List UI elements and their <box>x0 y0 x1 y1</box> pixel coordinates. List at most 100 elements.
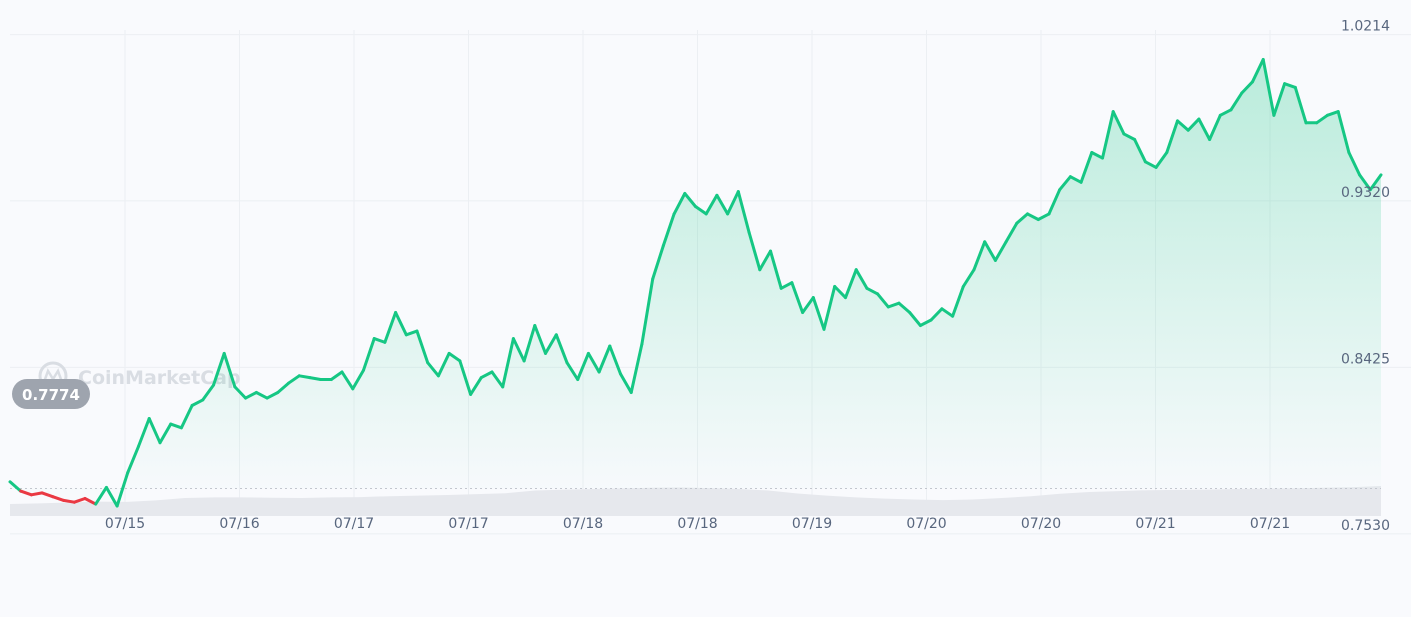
price-line-segment <box>1111 110 1126 136</box>
price-line-segment <box>179 404 194 430</box>
price-line-segment <box>1186 117 1201 132</box>
price-line-segment <box>993 240 1008 262</box>
price-line-segment <box>1165 119 1179 154</box>
price-line-segment <box>340 370 355 391</box>
price-line-segment <box>104 485 119 508</box>
x-tick-label: 07/21 <box>1135 516 1175 532</box>
price-line-segment <box>372 337 387 344</box>
price-line-segment <box>1133 138 1147 164</box>
price-line-segment <box>479 370 494 380</box>
x-tick-label: 07/17 <box>448 516 488 532</box>
volume-area <box>10 486 1381 516</box>
watermark-text: CoinMarketCap <box>78 367 241 389</box>
price-line-segment <box>1368 173 1383 192</box>
price-line-segment <box>1101 110 1115 160</box>
price-line-segment <box>1293 85 1308 125</box>
price-line-segment <box>29 491 44 497</box>
price-line-segment <box>190 398 205 407</box>
price-line-segment <box>533 324 547 355</box>
price-line-segment <box>865 286 880 296</box>
price-line-segment <box>1251 58 1265 84</box>
price-line-segment <box>362 337 376 372</box>
price-line-segment <box>276 381 290 394</box>
price-line-segment <box>565 361 580 381</box>
price-line-segment <box>704 193 719 216</box>
price-line-segment <box>212 351 226 387</box>
price-line-segment <box>672 192 687 216</box>
price-line-segment <box>940 307 955 318</box>
price-line-segment <box>394 311 408 337</box>
price-line-segment <box>1122 132 1137 141</box>
price-line-segment <box>447 351 462 363</box>
price-line-segment <box>640 277 655 346</box>
y-tick-label: 1.0214 <box>1341 19 1390 35</box>
price-line-segment <box>147 417 162 445</box>
price-line-segment <box>1358 173 1372 192</box>
y-axis-labels: 1.0214 0.9320 0.8425 0.7530 <box>1341 19 1390 534</box>
price-line-segment <box>908 311 922 327</box>
price-line-segment <box>8 480 23 493</box>
price-line-segment <box>769 249 783 290</box>
price-line-segment <box>983 240 997 262</box>
price-area-fill <box>10 59 1381 506</box>
price-line-segment <box>51 495 66 502</box>
price-line-segment <box>1272 82 1287 117</box>
price-line-segment <box>254 391 269 400</box>
price-line-segment <box>1315 113 1329 125</box>
price-line-segment <box>1347 151 1362 177</box>
price-line-segment <box>747 231 762 272</box>
price-line-segment <box>1004 221 1019 244</box>
price-line-segment <box>1026 212 1040 221</box>
price-line-segment <box>1240 80 1254 95</box>
price-line-segment <box>844 268 858 300</box>
price-line-segment <box>951 285 965 318</box>
x-tick-label: 07/19 <box>792 516 832 532</box>
price-line-segment <box>1047 188 1062 216</box>
current-price-label: 0.7774 <box>22 386 80 404</box>
price-line-segment <box>244 391 258 400</box>
current-price-badge: 0.7774 <box>12 379 90 409</box>
price-line-segment <box>586 351 601 374</box>
price-line-segment <box>501 337 515 389</box>
price-line-segment <box>1283 82 1297 89</box>
price-line-segment <box>426 361 440 378</box>
x-tick-label: 07/17 <box>334 516 374 532</box>
price-line-segment <box>383 311 398 344</box>
price-line-segment <box>40 491 55 499</box>
price-line-segment <box>351 368 365 391</box>
price-line-segment <box>265 391 280 400</box>
price-line-segment <box>811 296 826 331</box>
price-line-segment <box>1079 151 1094 184</box>
price-line-segment <box>961 268 976 288</box>
price-line-segment <box>683 192 697 208</box>
x-tick-label: 07/18 <box>677 516 717 532</box>
price-line-segment <box>83 497 98 506</box>
price-line-segment <box>554 333 569 365</box>
x-tick-label: 07/15 <box>105 516 145 532</box>
price-line-segment <box>651 244 665 281</box>
price-area <box>10 59 1381 506</box>
price-line-segment <box>62 498 76 504</box>
price-line-segment <box>758 249 772 272</box>
price-line-segment <box>736 190 751 234</box>
price-line-segment <box>608 344 622 376</box>
price-line-segment <box>511 337 526 363</box>
price-line-segment <box>897 301 912 314</box>
price-line-segment <box>72 497 87 504</box>
price-line-segment <box>297 374 312 380</box>
price-line-segment <box>415 329 430 365</box>
price-line-segment <box>694 205 708 216</box>
price-line-segment <box>597 344 612 374</box>
price-line-segment <box>201 383 215 402</box>
price-line-segment <box>1218 108 1233 117</box>
price-line-segment <box>233 385 248 400</box>
price-line <box>8 58 1383 508</box>
price-line-segment <box>137 417 151 448</box>
price-line-segment <box>1154 151 1169 169</box>
price-line-segment <box>308 376 323 381</box>
price-line-segment <box>1068 175 1083 184</box>
price-line-segment <box>544 333 558 355</box>
price-line-segment <box>726 190 740 216</box>
